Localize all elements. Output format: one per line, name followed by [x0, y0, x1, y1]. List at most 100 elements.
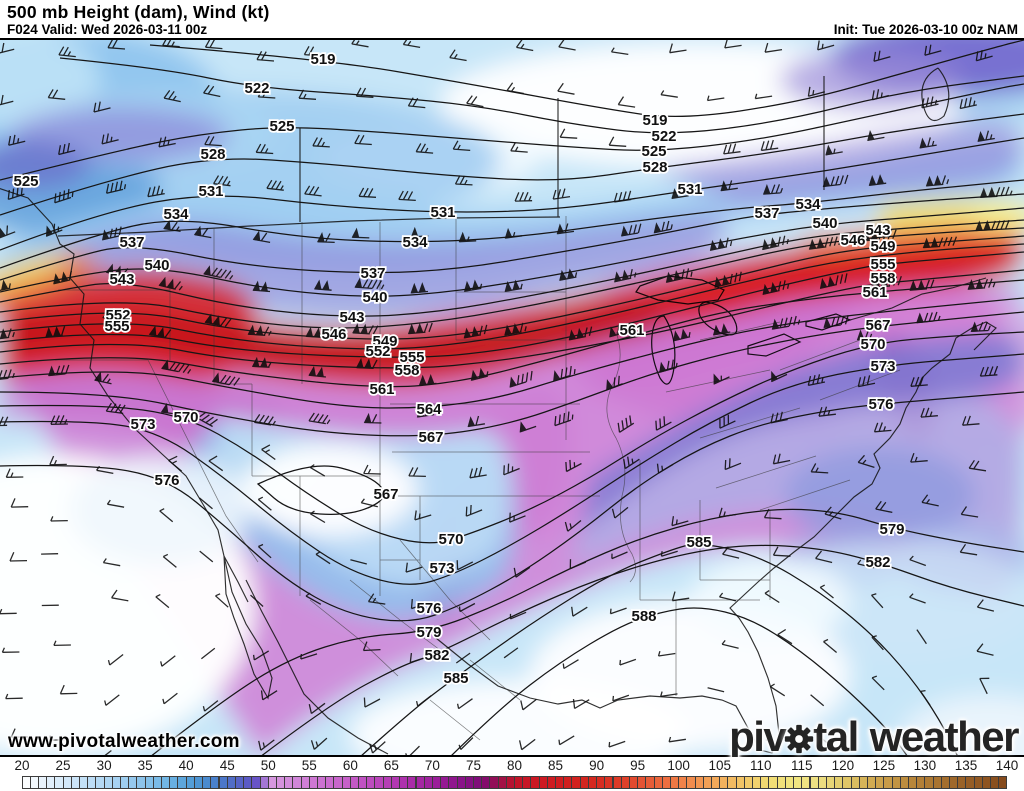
colorbar-tick-35: 35 [137, 758, 153, 773]
contour-label-567: 567 [865, 317, 890, 334]
contour-label-561: 561 [862, 284, 887, 301]
contour-label-552: 552 [365, 343, 390, 360]
contour-label-555: 555 [104, 318, 129, 335]
contour-line-561 [0, 279, 1024, 388]
contour-label-546: 546 [840, 232, 865, 249]
contour-line-588 [451, 607, 908, 755]
contour-label-576: 576 [868, 396, 893, 413]
contour-line-579 [151, 508, 1024, 755]
contour-label-534: 534 [402, 234, 428, 251]
contour-label-528: 528 [200, 146, 225, 163]
colorbar-tick-135: 135 [954, 758, 978, 773]
contour-label-582: 582 [865, 554, 890, 571]
contour-line-519 [149, 40, 1024, 118]
colorbar-cells [0, 776, 1024, 790]
contour-line-570 [0, 331, 1024, 544]
contour-label-570: 570 [173, 409, 198, 426]
contour-label-552: 552 [105, 307, 130, 324]
contour-label-555: 555 [870, 256, 895, 273]
colorbar-tick-80: 80 [506, 758, 523, 773]
contour-line-564 [0, 297, 1024, 409]
contour-label-579: 579 [416, 624, 441, 641]
contour-line-546 [0, 227, 1024, 329]
contour-line-549 [0, 235, 1024, 340]
geography-borders [0, 67, 997, 755]
contour-label-531: 531 [198, 183, 223, 200]
colorbar-tick-labels: 20 25 30 35 40 45 50 55 60 65 70 75 80 85 90 95 100 105 11… [0, 758, 1024, 774]
contour-label-549: 549 [372, 333, 397, 350]
pivotal-weather-logo: piv tal weather [729, 713, 1020, 761]
contour-label-519: 519 [642, 112, 667, 129]
colorbar-tick-30: 30 [96, 758, 112, 773]
contour-label-546: 546 [321, 326, 346, 343]
contour-label-582: 582 [424, 647, 449, 664]
contour-line-534 [0, 179, 1024, 269]
contour-line-552 [0, 243, 1024, 350]
contour-label-531: 531 [677, 181, 702, 198]
gear-icon [784, 724, 814, 754]
contour-label-534: 534 [795, 196, 821, 213]
colorbar-tick-75: 75 [465, 758, 481, 773]
contour-line-567 [0, 311, 1024, 437]
weather-map-canvas: 5195195225225255255255285285315315315345… [0, 40, 1024, 755]
contour-label-543: 543 [865, 222, 890, 239]
colorbar-cell [998, 776, 1008, 789]
contour-label-525: 525 [13, 173, 38, 190]
contour-label-537: 537 [360, 265, 385, 282]
contour-label-543: 543 [339, 309, 364, 326]
page-title: 500 mb Height (dam), Wind (kt) [7, 2, 270, 22]
colorbar-tick-115: 115 [791, 758, 813, 773]
colorbar-tick-50: 50 [260, 758, 276, 773]
colorbar-tick-130: 130 [913, 758, 937, 773]
contour-label-549: 549 [870, 238, 895, 255]
colorbar-tick-95: 95 [630, 758, 646, 773]
colorbar-tick-125: 125 [872, 758, 896, 773]
contour-line-528 [0, 113, 1024, 216]
contour-label-540: 540 [144, 257, 169, 274]
contour-label-540: 540 [362, 289, 387, 306]
wind-speed-colorbar: 20 25 30 35 40 45 50 55 60 65 70 75 80 85 90 95 100 105 11… [0, 757, 1024, 791]
colorbar-tick-70: 70 [424, 758, 440, 773]
contour-label-534: 534 [163, 206, 189, 223]
contour-line-576 [0, 391, 1024, 622]
contour-line-585 [361, 543, 958, 755]
contour-label-528: 528 [642, 159, 667, 176]
map-area: 519 519 522 522 525 525 525 528 528 531 531 531 534 5… [0, 38, 1024, 760]
height-contours [0, 40, 1024, 755]
logo-text-weather: weather [869, 713, 1020, 760]
colorbar-tick-90: 90 [589, 758, 605, 773]
colorbar-tick-45: 45 [219, 758, 235, 773]
logo-text-piv: piv [729, 713, 787, 760]
contour-label-585: 585 [686, 534, 711, 551]
contour-label-558: 558 [394, 362, 419, 379]
contour-label-585: 585 [443, 670, 468, 687]
contour-label-525: 525 [269, 118, 294, 135]
contour-label-525: 525 [641, 143, 666, 160]
colorbar-tick-105: 105 [708, 758, 731, 773]
colorbar-tick-140: 140 [995, 758, 1019, 773]
colorbar-tick-60: 60 [342, 758, 358, 773]
colorbar-tick-120: 120 [831, 758, 855, 773]
contour-label-573: 573 [429, 560, 454, 577]
colorbar-tick-55: 55 [301, 758, 317, 773]
time-row: F024 Valid: Wed 2026-03-11 00z Init: Tue… [7, 22, 1018, 38]
contour-line-540 [0, 207, 1024, 297]
contour-line-573 [0, 353, 1024, 585]
contour-line-582 [261, 544, 1024, 755]
colorbar-tick-85: 85 [548, 758, 564, 773]
contour-label-537: 537 [119, 234, 144, 251]
contour-label-570: 570 [438, 531, 463, 548]
contour-label-576: 576 [416, 600, 441, 617]
contour-line-543 [0, 219, 1024, 317]
contour-label-543: 543 [109, 271, 134, 288]
colorbar-tick-65: 65 [383, 758, 399, 773]
contour-label-519: 519 [310, 51, 335, 68]
contour-line-537 [0, 193, 1024, 281]
contour-label-537: 537 [754, 205, 779, 222]
contour-line-567 [256, 465, 385, 515]
init-time-label: Init: Tue 2026-03-10 00z NAM [833, 22, 1018, 37]
contour-label-573: 573 [870, 358, 895, 375]
contour-label-555: 555 [399, 349, 424, 366]
contour-label-579: 579 [879, 521, 904, 538]
